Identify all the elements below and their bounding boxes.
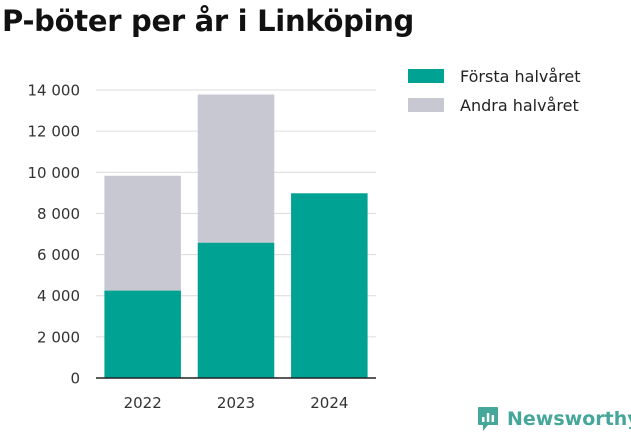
- y-tick-label: 12 000: [28, 123, 81, 141]
- newsworthy-logo-icon: [478, 407, 498, 431]
- bar-2023-series-1: [197, 242, 275, 378]
- bar-2024-series-1: [291, 193, 368, 378]
- bar-series: [104, 94, 368, 378]
- chart-title: P-böter per år i Linköping: [2, 4, 415, 38]
- y-axis-ticks: 0 2 000 4 000 6 000 8 000 10 000 12 000 14 000: [28, 82, 81, 388]
- y-tick-label: 4 000: [37, 287, 80, 305]
- brand-name: Newsworthy: [507, 408, 631, 430]
- y-tick-label: 0: [70, 370, 80, 388]
- legend-item-series-1: Första halvåret: [408, 66, 581, 86]
- y-tick-label: 10 000: [28, 164, 81, 182]
- brand-logo: Newsworthy: [477, 406, 631, 432]
- bar-2022-series-1: [104, 290, 181, 378]
- x-axis-ticks: 2022 2023 2024: [124, 394, 349, 412]
- x-tick-label: 2022: [124, 394, 162, 412]
- y-tick-label: 2 000: [37, 328, 80, 346]
- x-tick-label: 2024: [310, 394, 348, 412]
- legend-item-series-2: Andra halvåret: [408, 95, 581, 115]
- legend: Första halvåret Andra halvåret: [408, 66, 581, 124]
- bar-2022-series-2: [104, 175, 181, 291]
- legend-swatch: [408, 98, 444, 112]
- legend-swatch: [408, 69, 444, 83]
- x-tick-label: 2023: [217, 394, 255, 412]
- y-tick-label: 8 000: [37, 205, 80, 223]
- bar-2023-series-2: [197, 94, 275, 243]
- legend-label: Första halvåret: [460, 66, 581, 86]
- legend-label: Andra halvåret: [460, 95, 579, 115]
- y-tick-label: 14 000: [28, 82, 81, 100]
- y-tick-label: 6 000: [37, 246, 80, 264]
